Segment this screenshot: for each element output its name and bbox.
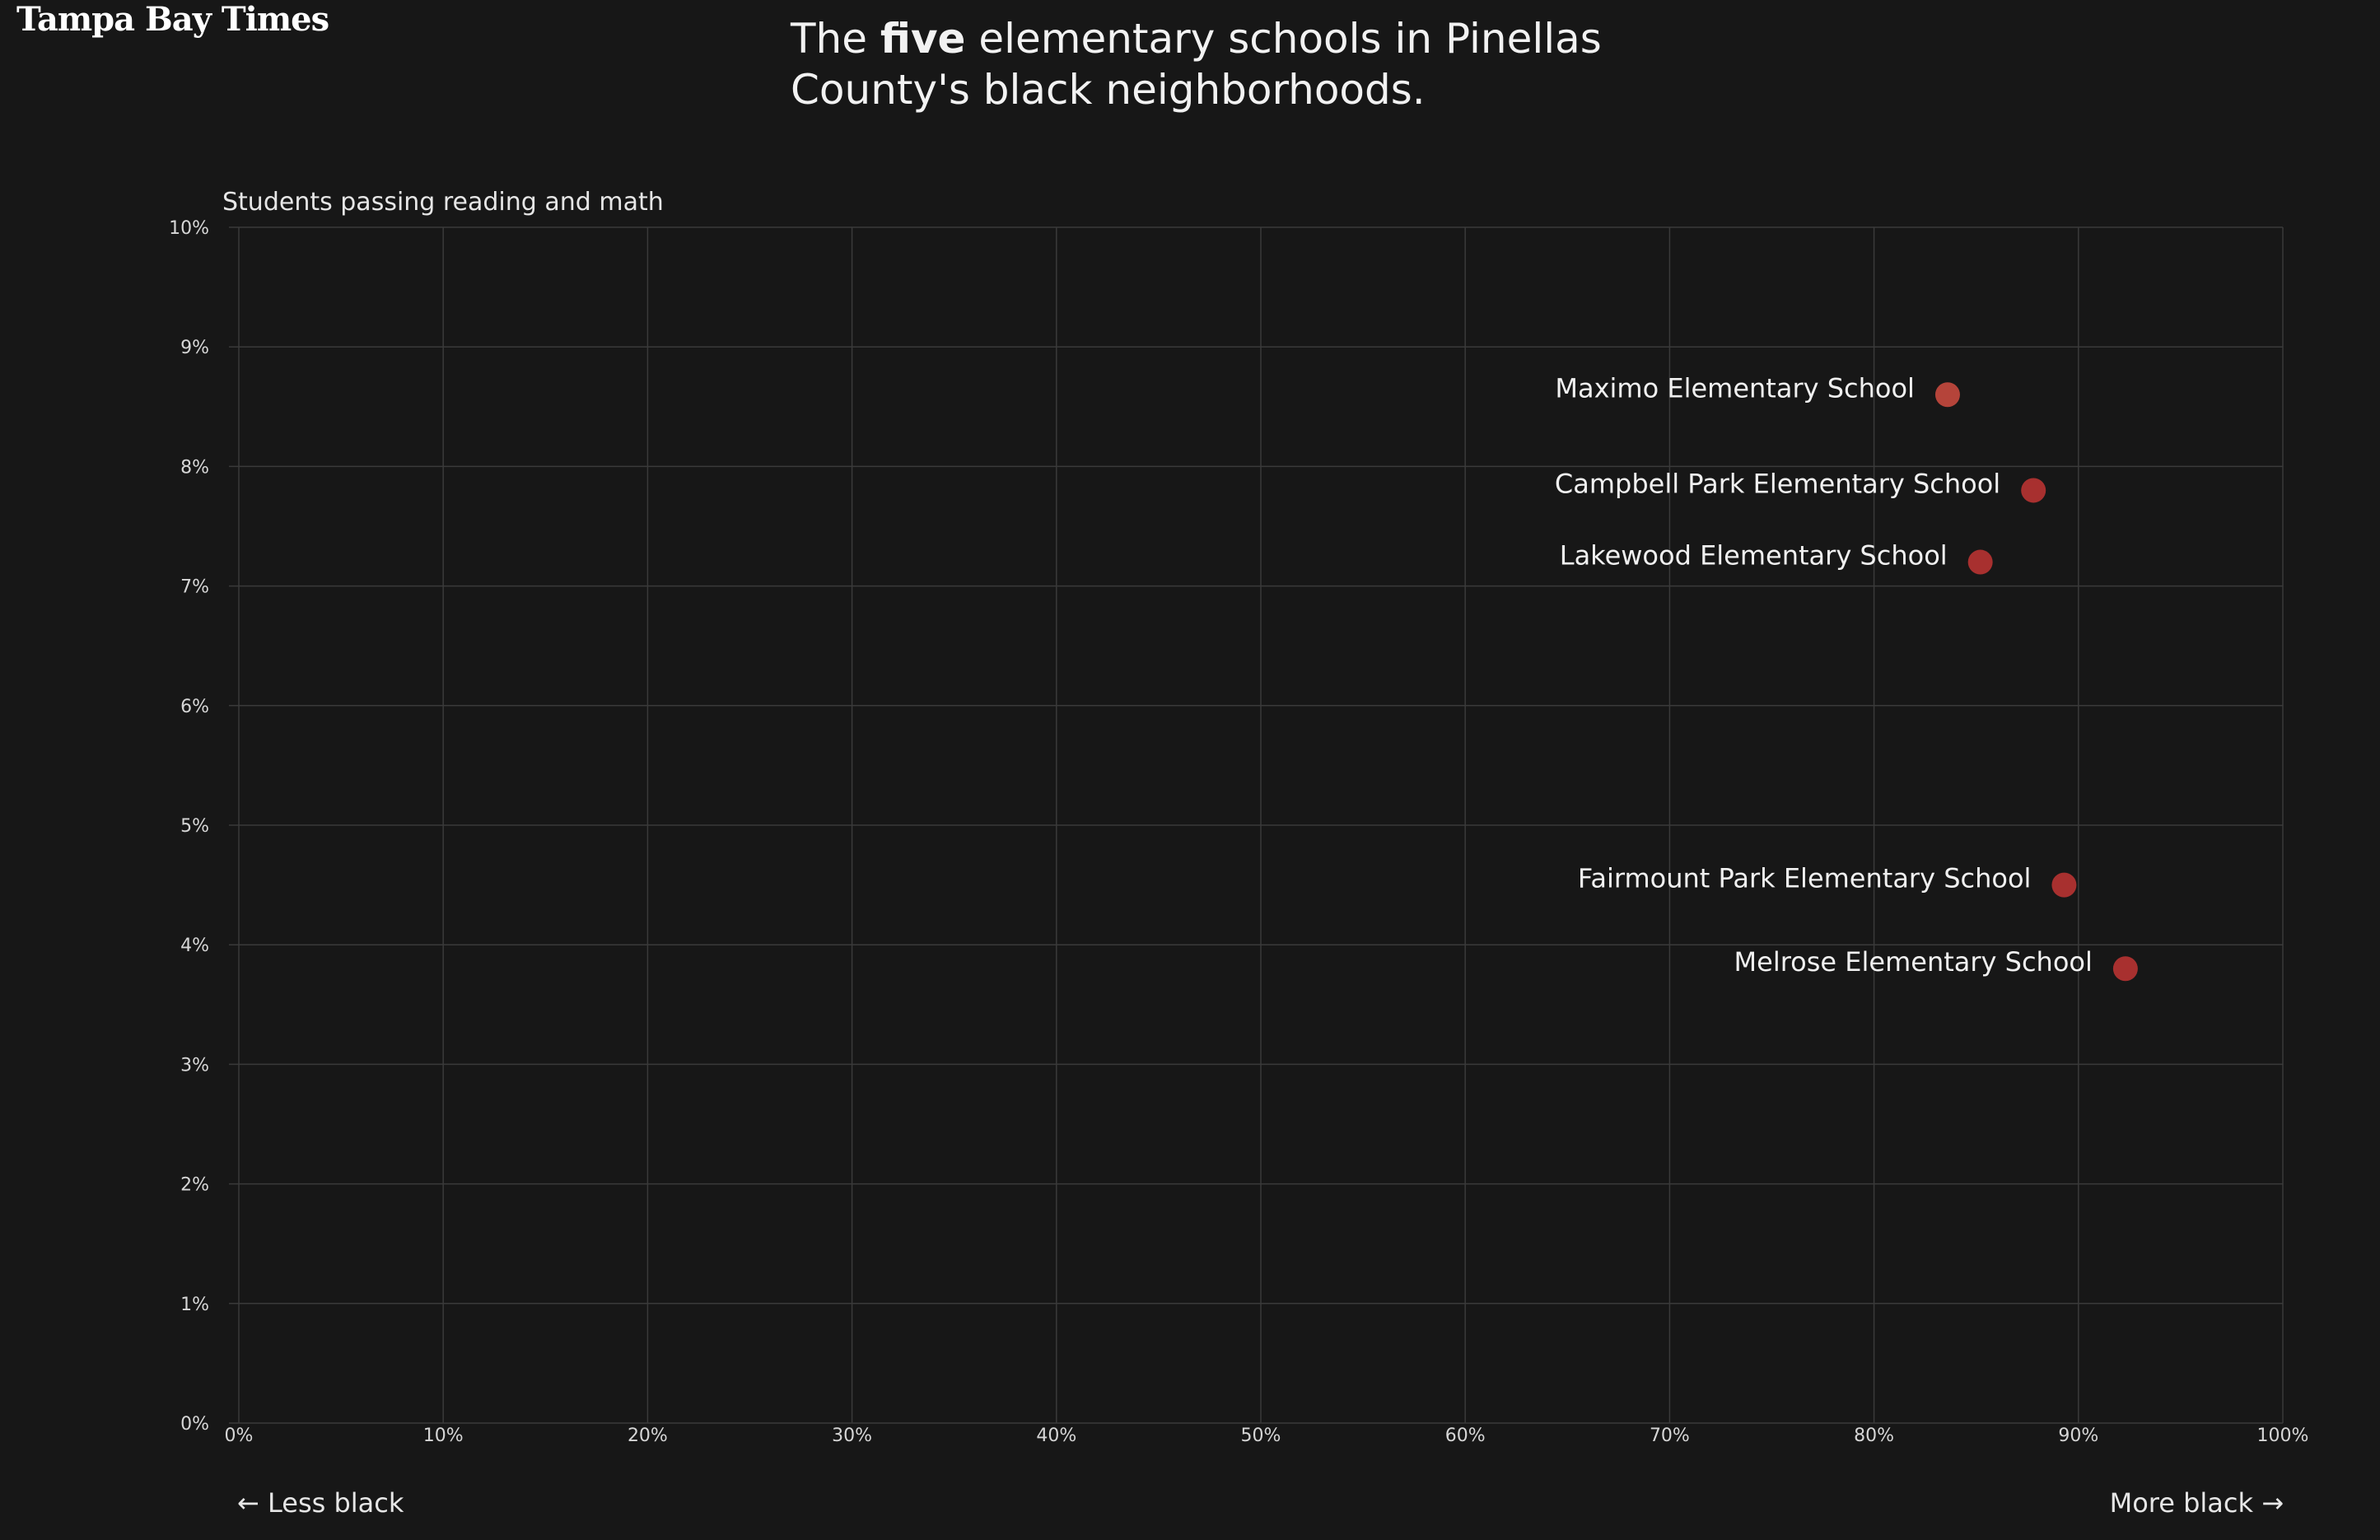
y-tick-label: 6%: [180, 697, 209, 717]
data-point[interactable]: [2021, 478, 2046, 503]
grid-lines: [229, 226, 2284, 1424]
point-label: Fairmount Park Elementary School: [1578, 863, 2032, 894]
point-label: Melrose Elementary School: [1734, 946, 2093, 978]
data-point[interactable]: [2112, 956, 2138, 982]
y-tick-label: 4%: [180, 936, 209, 956]
x-tick-label: 30%: [832, 1426, 872, 1446]
y-tick-label: 10%: [169, 218, 209, 239]
point-label: Lakewood Elementary School: [1560, 540, 1948, 572]
point-label: Maximo Elementary School: [1555, 372, 1915, 404]
x-tick-label: 50%: [1241, 1426, 1281, 1446]
y-tick-label: 8%: [180, 457, 209, 478]
headline-lead: The: [791, 15, 880, 63]
x-tick-label: 40%: [1036, 1426, 1076, 1446]
x-tick-label: 60%: [1445, 1426, 1486, 1446]
y-axis-title: Students passing reading and math: [222, 188, 664, 217]
y-tick-label: 1%: [180, 1295, 209, 1315]
y-tick-label: 2%: [180, 1175, 209, 1196]
y-tick-label: 5%: [180, 816, 209, 837]
x-tick-labels: 0% 10% 20% 30% 40% 50% 60% 70% 80% 90% 100%: [225, 1426, 2309, 1446]
x-tick-label: 80%: [1854, 1426, 1894, 1446]
y-tick-label: 9%: [180, 338, 209, 358]
data-point[interactable]: [1934, 382, 1960, 408]
x-tick-label: 100%: [2257, 1426, 2309, 1446]
point-label: Campbell Park Elementary School: [1555, 468, 2000, 499]
publication-logo: Tampa Bay Times: [16, 0, 329, 39]
x-tick-label: 10%: [423, 1426, 464, 1446]
less-black-label: ← Less black: [237, 1487, 404, 1519]
x-tick-label: 20%: [628, 1426, 668, 1446]
headline-rest: elementary schools in Pinellas County's …: [791, 15, 1602, 114]
data-point[interactable]: [2051, 872, 2077, 898]
y-tick-labels: 0% 1% 2% 3% 4% 5% 6% 7% 8% 9% 10%: [169, 218, 209, 1435]
x-tick-label: 90%: [2058, 1426, 2098, 1446]
chart-headline: The five elementary schools in Pinellas …: [791, 13, 1779, 115]
y-tick-label: 0%: [180, 1414, 209, 1435]
headline-emphasis: five: [880, 15, 966, 63]
y-tick-label: 3%: [180, 1055, 209, 1076]
data-points: Maximo Elementary School Campbell Park El…: [1555, 372, 2138, 982]
x-tick-label: 70%: [1650, 1426, 1690, 1446]
x-tick-label: 0%: [225, 1426, 254, 1446]
more-black-label: More black →: [2109, 1487, 2284, 1519]
data-point[interactable]: [1967, 549, 1993, 575]
y-tick-label: 7%: [180, 577, 209, 598]
